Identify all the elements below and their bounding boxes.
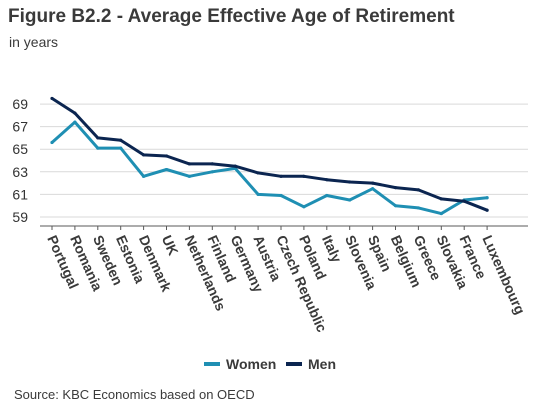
data-point-men — [96, 136, 100, 140]
data-point-men — [302, 174, 306, 178]
series-line-women — [50, 120, 489, 216]
data-point-women — [96, 146, 100, 150]
y-tick-label: 61 — [12, 186, 28, 202]
legend: Women Men — [204, 356, 336, 372]
data-point-men — [119, 138, 123, 142]
axes — [40, 225, 528, 230]
y-tick-label: 67 — [12, 119, 28, 135]
y-tick-label: 63 — [12, 164, 28, 180]
source-note: Source: KBC Economics based on OECD — [14, 387, 255, 402]
y-tick-label: 65 — [12, 141, 28, 157]
data-point-men — [371, 181, 375, 185]
data-point-women — [256, 192, 260, 196]
data-point-women — [485, 196, 489, 200]
data-point-women — [416, 206, 420, 210]
data-point-men — [233, 164, 237, 168]
figure-subtitle: in years — [9, 34, 59, 50]
data-point-men — [50, 96, 54, 101]
legend-label-women: Women — [226, 356, 276, 372]
data-point-women — [325, 193, 329, 198]
data-point-men — [164, 154, 169, 158]
data-point-women — [142, 174, 146, 178]
series-line-men — [50, 96, 489, 212]
data-point-women — [50, 140, 54, 145]
data-point-women — [371, 187, 375, 191]
data-point-men — [142, 153, 146, 157]
series-lines — [50, 96, 489, 216]
y-tick-label: 69 — [12, 96, 28, 112]
data-point-men — [210, 162, 214, 166]
data-point-men — [485, 208, 489, 212]
data-point-women — [119, 146, 123, 150]
y-tick-label: 59 — [12, 209, 28, 225]
data-point-men — [416, 188, 420, 192]
x-tick-label: UK — [159, 233, 182, 258]
data-point-men — [325, 178, 329, 182]
data-point-women — [348, 198, 352, 202]
data-point-women — [73, 120, 77, 124]
data-point-men — [187, 162, 191, 166]
data-point-women — [279, 193, 283, 198]
legend-label-men: Men — [308, 356, 336, 372]
data-point-men — [279, 174, 283, 178]
data-point-men — [393, 186, 398, 190]
data-point-men — [73, 111, 77, 115]
data-point-women — [439, 211, 443, 216]
data-point-men — [439, 197, 443, 201]
data-point-women — [393, 204, 398, 208]
figure-title: Figure B2.2 - Average Effective Age of R… — [8, 6, 455, 27]
data-point-women — [164, 167, 169, 172]
data-point-men — [348, 180, 352, 184]
data-point-men — [462, 199, 466, 203]
data-point-men — [256, 171, 260, 175]
data-point-women — [302, 205, 306, 209]
data-point-women — [210, 170, 214, 174]
y-tick-labels: 59 61 63 65 67 69 — [12, 96, 28, 225]
data-point-women — [187, 174, 191, 178]
